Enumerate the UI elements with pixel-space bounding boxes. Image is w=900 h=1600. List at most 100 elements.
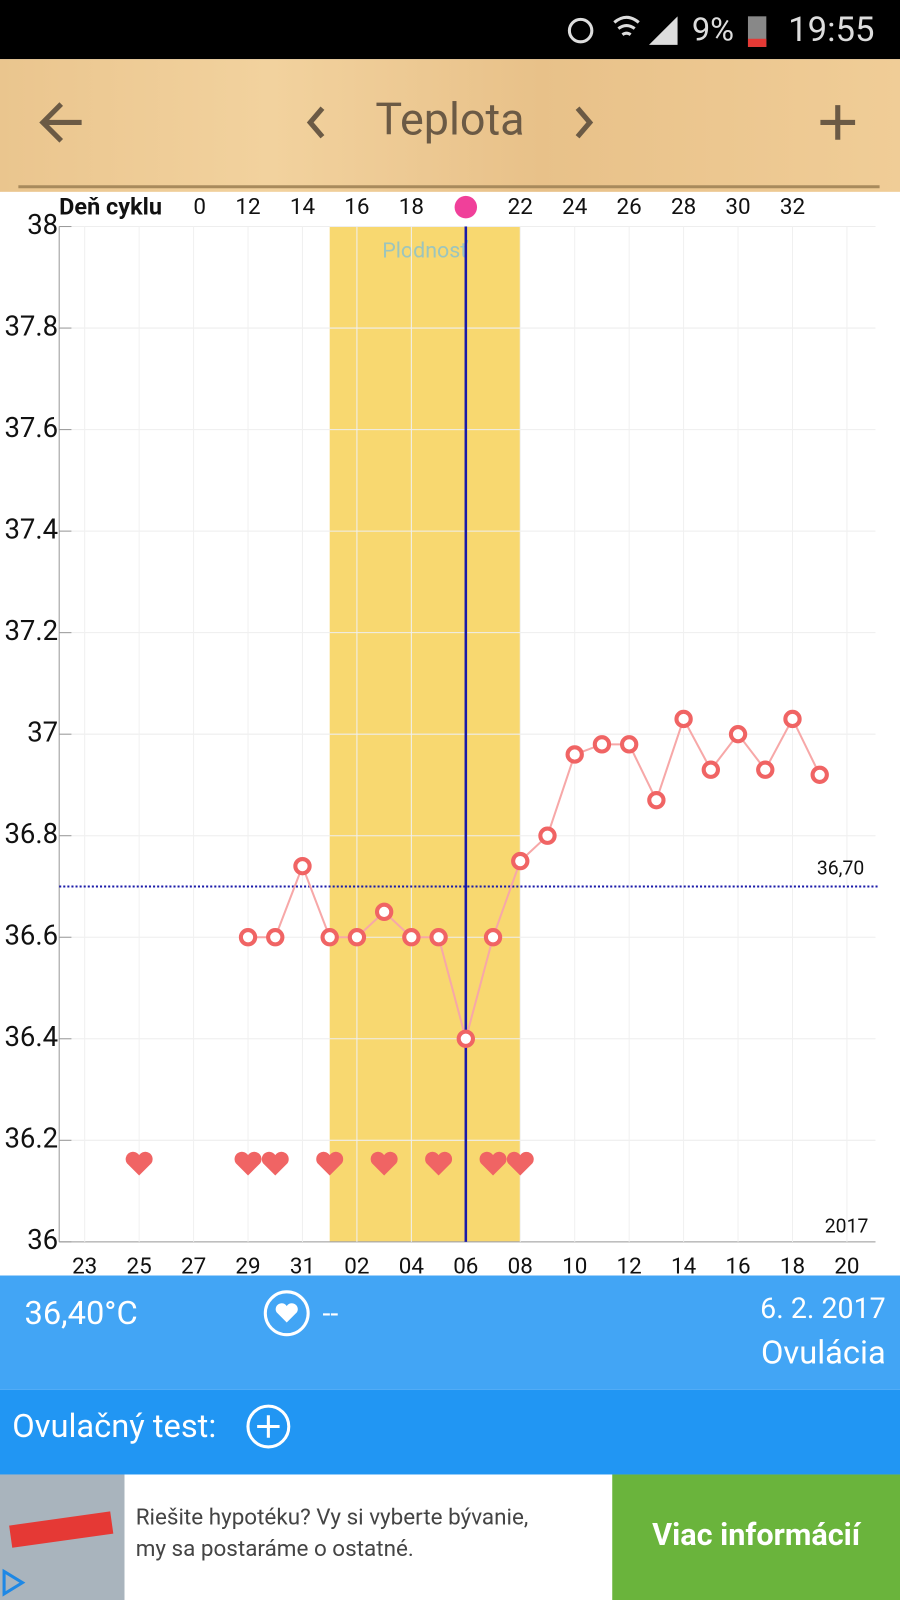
back-button[interactable] [39,102,82,143]
date: 6. 2. 2017 [760,1291,886,1325]
ad-button[interactable] [612,1474,900,1600]
intercourse-heart [370,1151,398,1176]
temperature-point [674,709,693,729]
x-tick-label: 02 [344,1253,369,1279]
x-tick-label: 16 [725,1253,750,1279]
x-tick-label: 27 [181,1253,206,1279]
cycle-day-label: 32 [780,194,805,220]
cycle-day-label: 14 [290,194,316,220]
intercourse-heart [234,1151,262,1176]
chart-layers: Plodnosť 36 36.2 36.4 36.6 36.8 37 37.2 37.4 37.6… [4,194,878,1279]
y-tick-label: 36 [27,1223,58,1256]
temperature-point [647,790,666,810]
ovulation-test-bar [0,1389,900,1475]
temperature-point [511,851,530,871]
y-tick-label: 37.4 [4,512,58,545]
temperature-point [810,765,829,784]
header-title: Teplota [375,92,524,145]
temperature-point [701,760,721,779]
x-tick-label: 20 [834,1253,859,1279]
x-tick-label: 08 [508,1253,533,1279]
cycle-day-label: 22 [508,194,533,220]
plus-icon [257,1415,280,1438]
ad-text: Riešite hypotéku? Vy si vyberte bývanie, [136,1504,529,1530]
coverline-label: 36,70 [817,856,864,879]
cycle-day-label: 26 [617,194,642,220]
y-tick-label: 37.6 [4,411,58,444]
temperature-point [483,928,503,947]
x-tick-label: 31 [290,1253,315,1279]
temperature: 36,40°C [24,1294,137,1332]
ad-button-label: Viac informácií [652,1518,862,1553]
intercourse-heart [261,1151,289,1176]
note: -- [322,1296,338,1330]
x-tick-label: 04 [399,1253,425,1279]
temperature-point [783,709,802,729]
temperature-point [238,928,258,947]
cycle-day-label: 28 [671,194,696,220]
temperature-point [293,856,312,876]
battery-level [747,38,767,47]
cycle-day-label: 16 [344,194,369,220]
temperature-point [429,928,448,947]
ovulation-marker [454,195,478,219]
heart-icon [275,1303,298,1323]
cycle-day-label: 30 [725,194,750,220]
cycle-day-label: 18 [399,194,424,220]
y-tick-label: 37.8 [4,309,58,342]
y-tick-label: 37 [27,715,58,748]
y-tick-label: 36.2 [4,1122,58,1155]
ad-logo [9,1511,114,1548]
chart: Deň cyklu Plodnosť 36 36.2 36.4 36.6 36.8 37 37… [4,192,878,1279]
clock: 19:55 [788,10,874,50]
heart-button[interactable] [263,1290,310,1337]
temperature-point [320,928,339,947]
x-tick-label: 23 [72,1253,97,1279]
temperature-point [347,928,367,947]
fertile-label: Plodnosť [382,239,468,264]
temperature-line [248,716,821,1043]
x-tick-label: 14 [671,1253,697,1279]
signal-icon [648,16,678,45]
temperature-point [456,1029,475,1048]
y-tick-label: 36.6 [4,919,58,952]
x-tick-label: 12 [617,1253,642,1279]
intercourse-heart [506,1151,534,1176]
cycle-day-label: 12 [235,194,260,220]
next-button[interactable] [575,106,594,139]
x-tick-label: 06 [453,1253,478,1279]
temperature-point [619,735,639,754]
y-tick-label: 36.4 [4,1020,58,1053]
x-tick-label: 25 [127,1253,152,1279]
temperature-point [402,928,421,947]
y-tick-label: 37.2 [4,614,58,647]
temperature-point [592,735,612,754]
temperature-point [756,760,775,779]
prev-button[interactable] [306,106,325,139]
add-button[interactable] [820,105,856,140]
temperature-point [565,745,584,764]
ovulation-test-label: Ovulačný test: [12,1407,216,1445]
intercourse-heart [479,1151,507,1176]
ad-choices[interactable] [2,1568,26,1597]
temperature-point [266,928,285,947]
summary-panel [0,1275,900,1390]
y-tick-label: 38 [27,208,58,241]
cycle-day-label: 0 [193,194,206,220]
alarm-icon [567,17,594,44]
ad-text: my sa postaráme o ostatné. [136,1536,414,1562]
intercourse-heart [425,1151,453,1176]
x-tick-label: 10 [562,1253,587,1279]
temperature-point [538,826,557,845]
cycle-day-label: 24 [562,194,588,220]
header [0,59,900,192]
cycle-day-title: Deň cyklu [59,192,162,220]
wifi-icon [613,15,640,36]
y-tick-label: 36.8 [4,817,58,850]
ovulation-test-add[interactable] [246,1404,291,1449]
x-tick-label: 29 [235,1253,260,1279]
intercourse-heart [125,1151,153,1176]
battery-percent: 9% [692,10,734,48]
